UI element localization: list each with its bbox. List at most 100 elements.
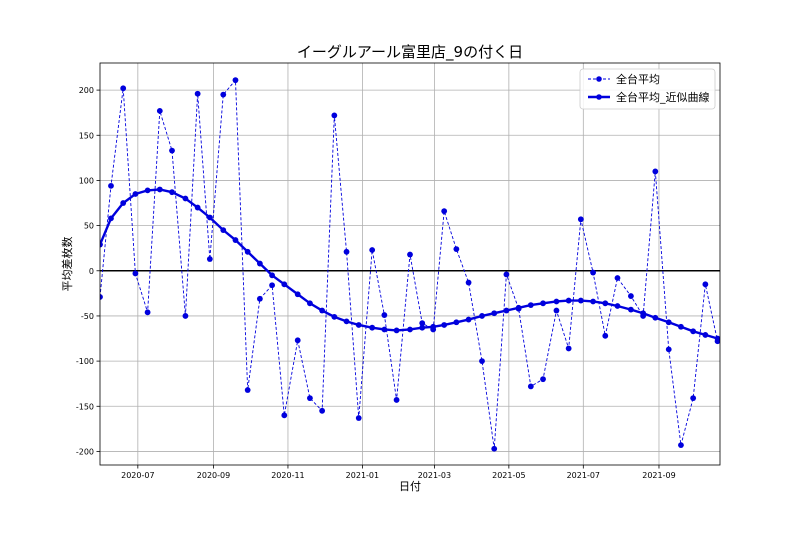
average-point [369,247,376,253]
trend-point [307,300,313,307]
y-tick-label: 0 [89,267,94,276]
average-point [206,256,213,262]
x-tick-label: 2021-07 [567,471,600,480]
y-tick-label: 150 [79,131,94,140]
trend-point [503,307,510,314]
trend-point [355,322,362,328]
x-tick-label: 2021-05 [492,471,525,480]
trend-point [156,186,163,193]
average-point [269,282,275,289]
y-tick-label: -200 [76,447,94,456]
trend-point [331,313,338,320]
trend-point [678,323,684,330]
average-point [628,293,634,299]
series-trend [100,186,720,342]
trend-point [441,322,448,328]
average-point [182,313,189,319]
average-point [678,442,684,449]
average-point [577,216,584,223]
trend-point [590,298,596,305]
chart-title: イーグルアール富里店_9の付く日 [297,43,523,62]
average-point [381,312,388,318]
y-tick-label: -100 [76,357,94,366]
average-point [690,395,697,402]
average-point [407,251,413,258]
trend-point [407,326,413,333]
x-tick-label: 2020-07 [121,471,154,480]
trend-point [527,302,534,309]
average-point [527,383,534,390]
trend-point [381,326,388,333]
series-layer [100,77,720,452]
average-point [479,358,485,365]
y-axis-label: 平均差枚数 [60,237,74,292]
average-point [540,376,546,383]
trend-point [369,324,376,331]
average-point [256,295,263,302]
trend-point [194,204,201,211]
trend-point [652,314,659,321]
y-tick-label: 200 [79,86,94,95]
trend-point [465,316,472,323]
plot-frame [99,62,721,466]
trend-point [120,200,127,206]
average-point [132,270,139,277]
trend-point [430,323,437,330]
trend-point [281,281,288,288]
trend-point [144,187,151,194]
average-point [281,412,288,419]
average-point [453,246,460,252]
trend-point [343,318,350,325]
trend-point [565,297,572,304]
trend-point [169,189,175,196]
x-tick-label: 2020-09 [197,471,230,480]
average-point [194,90,201,97]
average-point [294,337,301,344]
average-point [614,275,621,281]
trend-point [577,297,584,304]
trend-point [206,214,213,221]
average-point [343,248,350,255]
average-point [590,269,596,276]
legend-label-average: 全台平均 [616,72,660,86]
legend-marker-dot-dashed [596,76,602,82]
x-axis-label: 日付 [399,480,421,493]
axis-ticks: 2020-07 2020-09 2020-11 2021-01 2021-03 2021-… [76,86,676,480]
average-point [393,397,400,403]
average-point [100,294,103,300]
average-point [565,345,572,352]
grid-lines [100,63,720,465]
trend-point [540,300,546,307]
average-point [441,208,448,215]
y-tick-label: -150 [76,402,94,411]
average-point [419,320,426,327]
y-tick-label: -50 [81,312,94,321]
average-point [108,182,114,189]
trend-point [132,191,139,197]
trend-point [220,227,227,234]
average-point [169,147,175,154]
trend-point [232,237,239,243]
average-point [307,395,313,402]
trend-point [453,319,460,326]
x-tick-label: 2021-03 [418,471,451,480]
y-tick-label: 100 [79,176,94,185]
legend-box [579,68,716,110]
average-point [491,445,498,452]
trend-point [553,298,560,305]
trend-point [628,306,634,313]
trend-point [294,291,301,298]
trend-point [256,260,263,267]
trend-point [182,195,189,202]
average-point [665,346,672,353]
trend-point [419,324,426,331]
average-point [331,112,338,119]
average-point [553,307,560,314]
legend-marker-dot-solid [596,94,602,100]
legend-label-trend: 全台平均_近似曲線 [616,90,710,104]
average-point [232,77,239,84]
trend-point [602,300,609,307]
average-point [652,168,659,175]
trend-point [690,328,697,335]
x-tick-label: 2020-11 [271,471,304,480]
